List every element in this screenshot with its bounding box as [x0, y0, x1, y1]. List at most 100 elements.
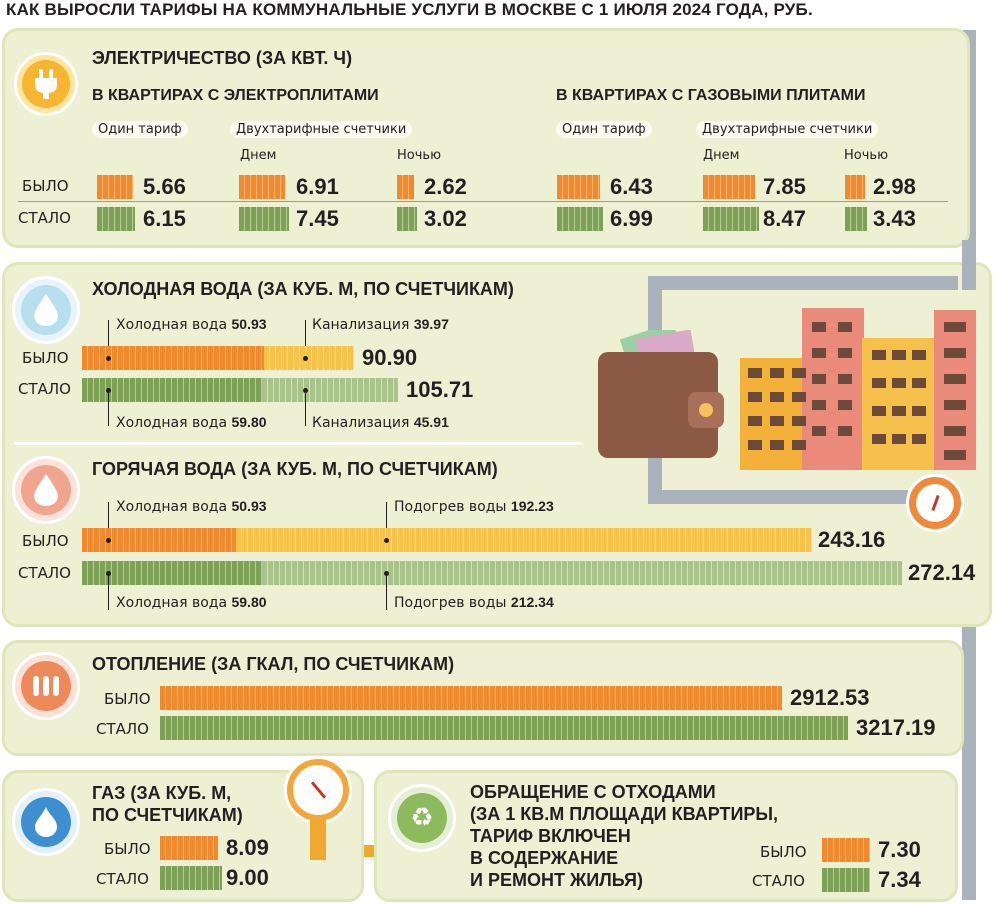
waste-heading-line2: (ЗА 1 КВ.М ПЛОЩАДИ КВАРТИРЫ,: [470, 804, 779, 824]
hot-water-was-part1-annotation: Холодная вода 50.93: [116, 498, 267, 515]
electric-dual-tariff-label: Двухтарифные счетчики: [230, 121, 413, 138]
heating-now-label: СТАЛО: [96, 720, 149, 738]
buildings-icon: [740, 308, 976, 470]
gauge-icon: [906, 474, 964, 532]
electric-day-label: Днем: [240, 148, 277, 163]
cold-water-was-tick2: [305, 320, 306, 356]
hot-water-was-part2-annotation: Подогрев воды 192.23: [394, 498, 554, 515]
electric-single-tariff-label: Один тариф: [92, 121, 188, 138]
heating-now-value: 3217.19: [856, 715, 936, 740]
waste-heading-line4: В СОДЕРЖАНИЕ: [470, 848, 619, 868]
gas-stove-single-now-bar: [557, 207, 603, 231]
cold-water-was-bar-part2: [264, 346, 354, 370]
electric-night-now-bar: [397, 207, 417, 231]
hot-water-heading: ГОРЯЧАЯ ВОДА (ЗА КУБ. М, ПО СЧЕТЧИКАМ): [92, 459, 498, 479]
water-drop-icon: [12, 276, 80, 344]
hot-water-now-bar-part2: [262, 561, 902, 585]
electric-day-now-bar: [239, 207, 289, 231]
waste-heading-line3: ТАРИФ ВКЛЮЧЕН: [470, 826, 631, 846]
hot-water-was-part2-label: Подогрев воды: [394, 499, 507, 515]
cold-water-now-tick1: [108, 390, 109, 426]
cold-water-now-part2-annotation: Канализация 45.91: [312, 414, 449, 431]
cold-water-was-dot2: [303, 356, 308, 361]
cold-water-now-bar-part1: [82, 378, 262, 402]
cold-water-was-tick1: [108, 320, 109, 356]
gas-heading-line2: ПО СЧЕТЧИКАМ): [92, 805, 243, 825]
gas-stove-day-label: Днем: [703, 148, 740, 163]
hot-water-was-part1-label: Холодная вода: [116, 499, 228, 515]
hot-water-was-part2-value: 192.23: [510, 498, 554, 514]
pipe-illustration-top: [648, 276, 958, 290]
cold-water-was-part1-annotation: Холодная вода 50.93: [116, 316, 267, 333]
hot-water-was-part1-value: 50.93: [231, 498, 267, 514]
gas-stove-day-now-value: 8.47: [763, 206, 806, 231]
waste-was-label: БЫЛО: [760, 843, 807, 861]
electric-night-label: Ночью: [397, 148, 442, 163]
cold-water-heading: ХОЛОДНАЯ ВОДА (ЗА КУБ. М, ПО СЧЕТЧИКАМ): [92, 279, 514, 299]
gas-stove-night-was-bar: [845, 175, 865, 199]
cold-water-now-tick2: [305, 390, 306, 426]
gas-was-bar: [160, 836, 218, 860]
electricity-divider: [18, 201, 948, 202]
pipe-right-bottom: [962, 625, 976, 900]
electricity-panel: [2, 28, 970, 248]
gas-pipe-icon: [310, 820, 326, 860]
hot-water-was-dot1: [106, 538, 111, 543]
hot-water-now-part1-annotation: Холодная вода 59.80: [116, 594, 267, 611]
cold-water-was-part2-label: Канализация: [312, 317, 410, 333]
hot-water-now-part2-value: 212.34: [510, 594, 554, 610]
hot-water-was-tick1: [108, 502, 109, 538]
gas-now-value: 9.00: [226, 865, 269, 890]
gas-flame-icon: [12, 788, 80, 856]
hot-water-was-bar-part2: [236, 528, 812, 552]
hot-water-now-label: СТАЛО: [18, 564, 71, 582]
waste-was-bar: [822, 838, 870, 862]
hot-water-now-part2-label: Подогрев воды: [394, 595, 507, 611]
gas-stove-day-was-bar: [703, 175, 755, 199]
gas-meter-icon: [284, 756, 352, 824]
waste-now-bar: [822, 868, 870, 892]
hot-water-now-bar-part1: [82, 561, 262, 585]
cold-water-was-bar-part1: [82, 346, 264, 370]
electric-single-now-bar: [97, 207, 135, 231]
electric-night-was-value: 2.62: [424, 174, 467, 199]
gas-heading-line1: ГАЗ (ЗА КУБ. М,: [92, 783, 232, 803]
gas-was-label: БЫЛО: [104, 840, 151, 858]
hot-water-now-part2-annotation: Подогрев воды 212.34: [394, 594, 554, 611]
gas-stove-night-label: Ночью: [844, 148, 889, 163]
gas-now-label: СТАЛО: [96, 870, 149, 888]
pipe-illustration-connect: [962, 240, 976, 290]
cold-water-now-bar-part2: [262, 378, 398, 402]
heating-now-bar: [160, 716, 848, 740]
hot-water-was-dot2: [384, 538, 389, 543]
cold-water-now-label: СТАЛО: [18, 380, 71, 398]
cold-water-now-total: 105.71: [406, 377, 474, 402]
gas-stove-single-tariff-label: Один тариф: [556, 121, 652, 138]
cold-water-was-part1-label: Холодная вода: [116, 317, 228, 333]
electric-single-was-value: 5.66: [143, 174, 186, 199]
cold-water-was-part2-annotation: Канализация 39.97: [312, 316, 449, 333]
cold-water-was-part1-value: 50.93: [231, 316, 267, 332]
gas-stove-day-was-value: 7.85: [763, 174, 806, 199]
cold-water-now-part2-value: 45.91: [413, 414, 449, 430]
water-divider: [14, 442, 582, 445]
recycle-icon: ♻: [388, 784, 456, 852]
hot-water-now-part1-value: 59.80: [231, 594, 267, 610]
electric-single-was-bar: [97, 175, 133, 199]
radiator-icon: [12, 652, 80, 720]
hot-water-now-dot2: [384, 571, 389, 576]
hot-water-now-tick2: [386, 574, 387, 610]
cold-water-now-part2-label: Канализация: [312, 415, 410, 431]
waste-heading-line5: И РЕМОНТ ЖИЛЬЯ): [470, 870, 643, 890]
hot-water-was-label: БЫЛО: [22, 532, 69, 550]
cold-water-was-total: 90.90: [362, 345, 418, 370]
electric-stoves-heading: В КВАРТИРАХ С ЭЛЕКТРОПЛИТАМИ: [92, 87, 379, 104]
gas-was-value: 8.09: [226, 835, 269, 860]
gas-stove-night-was-value: 2.98: [873, 174, 916, 199]
wallet-icon: [598, 330, 724, 458]
hot-water-now-dot1: [106, 571, 111, 576]
electric-night-now-value: 3.02: [424, 206, 467, 231]
page-title: КАК ВЫРОСЛИ ТАРИФЫ НА КОММУНАЛЬНЫЕ УСЛУГ…: [6, 0, 813, 19]
electric-day-was-value: 6.91: [296, 174, 339, 199]
hot-water-now-tick1: [108, 574, 109, 610]
